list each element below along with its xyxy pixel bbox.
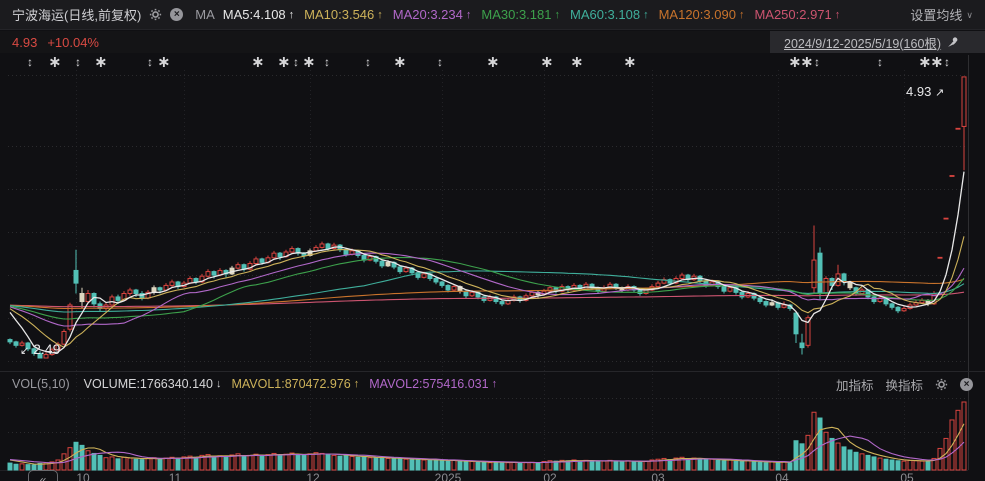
- chevron-down-icon: ∨: [966, 10, 973, 20]
- updown-signal-icon: ↕: [877, 55, 883, 69]
- gear-icon: [150, 8, 162, 21]
- axis-month-label: 12: [306, 471, 320, 481]
- last-price: 4.93: [12, 34, 38, 50]
- ma-value-item: MA120:3.090 ↑: [658, 7, 745, 22]
- time-axis: 10 11 12 2025 02 03 04 05: [0, 471, 985, 481]
- star-signal-icon: ∗: [930, 54, 944, 71]
- star-signal-icon: ∗: [800, 54, 814, 71]
- grid-lines: [0, 55, 985, 471]
- volume-values-list: VOLUME:1766340.140 ↓ MAVOL1:870472.976 ↑ MAV…: [84, 377, 497, 391]
- updown-signal-icon: ↕: [814, 55, 820, 69]
- star-signal-icon: ∗: [918, 54, 932, 71]
- star-signal-icon: ∗: [540, 54, 554, 71]
- volume-value-item: VOLUME:1766340.140 ↓: [83, 377, 222, 391]
- star-signal-icon: ∗: [302, 54, 316, 71]
- low-price-annotation: ↙ 2.49: [20, 341, 61, 357]
- pin-icon: [948, 37, 958, 47]
- high-price-annotation: 4.93 ↗: [906, 84, 945, 99]
- price-change-row: 4.93 +10.04% 2024/9/12-2025/5/19(160根): [0, 31, 985, 53]
- ma-value-item: MA60:3.108 ↑: [569, 7, 649, 22]
- ma-value-item: MA20:3.234 ↑: [392, 7, 472, 22]
- annotation-ne-arrow-icon: ↗: [934, 87, 945, 99]
- star-signal-icon: ∗: [788, 54, 802, 71]
- change-percent: +10.04%: [47, 34, 99, 50]
- ma-value-item: MA250:2.971 ↑: [754, 7, 841, 22]
- volume-close-icon[interactable]: ×: [960, 377, 973, 391]
- ma-values-list: MA5:4.108 ↑ MA10:3.546 ↑ MA20:3.234 ↑ MA30:3.1…: [223, 7, 841, 22]
- axis-month-label: 02: [543, 471, 557, 481]
- stock-title: 宁波海运(日线,前复权): [12, 8, 142, 23]
- switch-indicator-button[interactable]: 换指标: [885, 378, 923, 393]
- ma-value-item: MA10:3.546 ↑: [304, 7, 383, 22]
- vol-indicator-name: VOL(5,10): [12, 377, 70, 391]
- axis-month-label: 05: [900, 471, 914, 481]
- star-signal-icon: ∗: [251, 54, 265, 71]
- updown-signal-icon: ↕: [365, 55, 371, 69]
- updown-signal-icon: ↕: [27, 55, 33, 69]
- updown-signal-icon: ↕: [147, 55, 153, 69]
- volume-ma-lines: [9, 423, 965, 465]
- indicator-settings-gear-icon[interactable]: [149, 8, 162, 21]
- axis-month-label: 11: [168, 471, 182, 481]
- date-range-text: 2024/9/12-2025/5/19(160根): [784, 36, 942, 51]
- star-signal-icon: ∗: [570, 54, 584, 71]
- add-indicator-button[interactable]: 加指标: [835, 378, 874, 393]
- star-signal-icon: ∗: [277, 54, 291, 71]
- star-signal-icon: ∗: [623, 54, 637, 71]
- updown-signal-icon: ↕: [437, 55, 443, 69]
- ma-settings-button[interactable]: 设置均线 ∨: [910, 5, 973, 24]
- star-signal-icon: ∗: [393, 54, 407, 71]
- indicator-close-icon[interactable]: ×: [170, 8, 184, 21]
- star-signal-icon: ∗: [94, 54, 108, 71]
- volume-bars: [7, 401, 967, 471]
- axis-month-label: 10: [76, 471, 90, 481]
- ma-value-item: MA5:4.108 ↑: [222, 7, 295, 22]
- star-signal-icon: ∗: [486, 54, 500, 71]
- gear-icon: [935, 378, 948, 390]
- main-indicator-header: 宁波海运(日线,前复权) × MA MA5:4.108 ↑ MA10:3.546 ↑ M…: [0, 0, 985, 30]
- star-signal-icon: ∗: [157, 54, 171, 71]
- volume-settings-gear-icon[interactable]: [935, 378, 948, 391]
- date-range-badge[interactable]: 2024/9/12-2025/5/19(160根): [770, 31, 985, 53]
- volume-indicator-header: VOL(5,10) VOLUME:1766340.140 ↓ MAVOL1:8704…: [0, 372, 985, 396]
- volume-value-item: MAVOL1:870472.976 ↑: [231, 377, 360, 391]
- ma-value-item: MA30:3.181 ↑: [481, 7, 560, 22]
- updown-signal-icon: ↕: [293, 55, 299, 69]
- updown-signal-icon: ↕: [75, 55, 81, 69]
- updown-signal-icon: ↕: [324, 55, 330, 69]
- star-signal-icon: ∗: [48, 54, 62, 71]
- rewind-button[interactable]: «: [28, 470, 58, 481]
- ma-lines: [9, 171, 965, 354]
- ma-indicator-label: MA: [195, 7, 215, 22]
- axis-month-label: 04: [775, 471, 789, 481]
- volume-value-item: MAVOL2:575416.031 ↑: [369, 377, 498, 391]
- updown-signal-icon: ↕: [944, 55, 950, 69]
- axis-month-label: 2025: [434, 471, 462, 481]
- ma-settings-label: 设置均线: [910, 8, 963, 23]
- candlesticks: [7, 76, 967, 359]
- axis-month-label: 03: [651, 471, 665, 481]
- annotation-sw-arrow-icon: ↙: [20, 345, 30, 357]
